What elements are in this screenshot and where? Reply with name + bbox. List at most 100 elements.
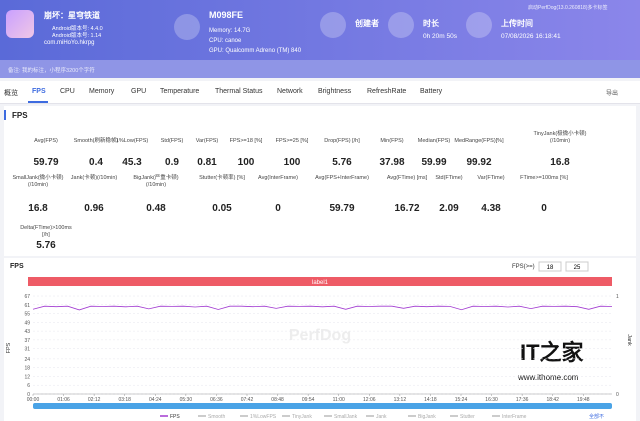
tab[interactable]: CPU <box>60 88 75 95</box>
metric-value: 2.09 <box>439 203 459 214</box>
tab[interactable]: Network <box>277 88 303 95</box>
export-button[interactable]: 导出 <box>606 91 619 97</box>
scrollbar <box>33 403 612 409</box>
fps-chart: FPS label1 FPS(>=) 18 25 FPS Jank PerfDo… <box>4 258 636 421</box>
metric-value: 16.8 <box>28 203 48 214</box>
x-tick-label: 12:06 <box>363 397 376 403</box>
metric-value: 100 <box>283 157 301 168</box>
tab[interactable]: Brightness <box>318 88 352 95</box>
tab[interactable]: Memory <box>89 88 115 95</box>
legend-label[interactable]: InterFrame <box>502 414 527 420</box>
metric-value: 0.4 <box>89 157 103 168</box>
device: M098FE <box>209 10 244 20</box>
tab[interactable]: 概览 <box>4 90 18 97</box>
x-tick-label: 08:48 <box>271 397 284 403</box>
filter-label: FPS(>=) <box>512 264 535 270</box>
app-name: 崩坏：星穹铁道 <box>44 11 100 20</box>
x-tick-label: 09:54 <box>302 397 315 403</box>
x-tick-label: 06:36 <box>210 397 223 403</box>
metric-value: 5.76 <box>36 240 56 251</box>
memory: Memory: 14.7G <box>209 28 251 34</box>
metric-label: Median(FPS) <box>417 138 451 144</box>
metric-label: Jank(卡顿)(/10min) <box>70 175 118 181</box>
metric-value: 45.3 <box>122 157 142 168</box>
metric-value: 16.72 <box>394 203 420 214</box>
metric-value: 0.05 <box>212 203 232 214</box>
tab[interactable]: Temperature <box>160 88 200 95</box>
app-version: Android版本号: 4.4.0 <box>52 26 103 32</box>
metric-value: 4.38 <box>481 203 501 214</box>
y-tick-label: 43 <box>24 329 30 335</box>
metric-label: Stutter(卡顿率) [%] <box>199 175 245 181</box>
filter-input[interactable] <box>538 261 562 272</box>
metric-label: Var(FPS) <box>195 138 219 144</box>
app-version: Android版本号: 1.14 <box>52 33 102 39</box>
band-label: label1 <box>312 280 329 286</box>
y-tick-label: 31 <box>24 347 30 353</box>
toggle-all[interactable]: 全部不 <box>589 413 604 420</box>
tab[interactable]: RefreshRate <box>367 88 407 95</box>
creator-icon <box>320 12 346 38</box>
metric-value: 99.92 <box>466 157 492 168</box>
x-tick-label: 07:42 <box>241 397 254 403</box>
metric-label: Delta(FTime)>100ms [/h] <box>20 225 72 238</box>
metric-label: FPS>=18 [%] <box>229 138 263 144</box>
y2-tick-label: 1 <box>616 294 619 300</box>
label-band <box>28 277 612 286</box>
legend-label[interactable]: BigJank <box>418 414 436 420</box>
x-tick-label: 00:00 <box>27 397 40 403</box>
legend-label[interactable]: SmallJank <box>334 414 358 420</box>
x-tick-label: 01:06 <box>57 397 70 403</box>
watermark-tool: PerfDog <box>289 327 351 344</box>
note: 备注: 我的标注，小程序3200个字符 <box>8 68 95 74</box>
package: com.miHoYo.hkrpg <box>44 40 95 46</box>
clock-icon <box>388 12 414 38</box>
y2-tick-label: 0 <box>616 392 619 398</box>
metric-label: Avg(FPS) <box>34 138 58 144</box>
x-tick-label: 15:24 <box>455 397 468 403</box>
tab[interactable]: Battery <box>420 88 443 95</box>
header <box>0 0 640 60</box>
metric-label: TinyJank(极微小卡顿)(/10min) <box>533 131 587 144</box>
x-tick-label: 03:18 <box>118 397 131 403</box>
metric-value: 0 <box>275 203 281 214</box>
top-right: 启动PerfDog(13.0.260818)多卡标签 <box>528 5 608 11</box>
y-tick-label: 49 <box>24 320 30 326</box>
metric-label: BigJank(严重卡顿)(/10min) <box>133 175 179 188</box>
legend-label[interactable]: FPS <box>170 414 180 420</box>
metric-value: 59.99 <box>421 157 447 168</box>
legend-label[interactable]: TinyJank <box>292 414 312 420</box>
tab[interactable]: Thermal Status <box>215 88 263 95</box>
x-tick-label: 02:12 <box>88 397 101 403</box>
legend-label[interactable]: Stutter <box>460 414 475 420</box>
metric-label: Avg(FPS+InterFrame) <box>315 175 369 181</box>
tab-bar: 概览 FPS CPU Memory GPU Temperature Thermal Stat… <box>0 81 640 104</box>
x-tick-label: 17:36 <box>516 397 529 403</box>
upload-icon <box>466 12 492 38</box>
legend-label[interactable]: Jank <box>376 414 387 420</box>
metric-value: 59.79 <box>33 157 59 168</box>
y-tick-label: 12 <box>24 374 30 380</box>
metric-label: FPS>=25 [%] <box>275 138 309 144</box>
filter-input[interactable] <box>565 261 589 272</box>
section-marker <box>4 110 6 120</box>
y-tick-label: 61 <box>24 303 30 309</box>
upload-label: 上传时间 <box>501 19 533 28</box>
x-tick-label: 14:18 <box>424 397 437 403</box>
tab-underline <box>28 101 48 103</box>
metric-value: 100 <box>237 157 255 168</box>
legend-label[interactable]: Smooth <box>208 414 225 420</box>
metrics-panel: FPS Avg(FPS) 59.79 Smooth(刷新稳帧) 0.4 1%Low(FP… <box>4 106 636 256</box>
legend-label[interactable]: 1%LowFPS <box>250 414 277 420</box>
metric-label: SmallJank(微小卡顿)(/10min) <box>12 175 64 188</box>
tab[interactable]: GPU <box>131 88 147 95</box>
metric-value: 37.98 <box>379 157 405 168</box>
cpu: CPU: canoe <box>209 38 242 44</box>
app-icon <box>6 10 34 38</box>
metric-value: 0.48 <box>146 203 166 214</box>
gpu: GPU: Qualcomm Adreno (TM) 840 <box>209 48 302 54</box>
tab[interactable]: FPS <box>32 88 46 95</box>
filter-value: 25 <box>574 265 581 271</box>
section-title: FPS <box>12 111 28 120</box>
